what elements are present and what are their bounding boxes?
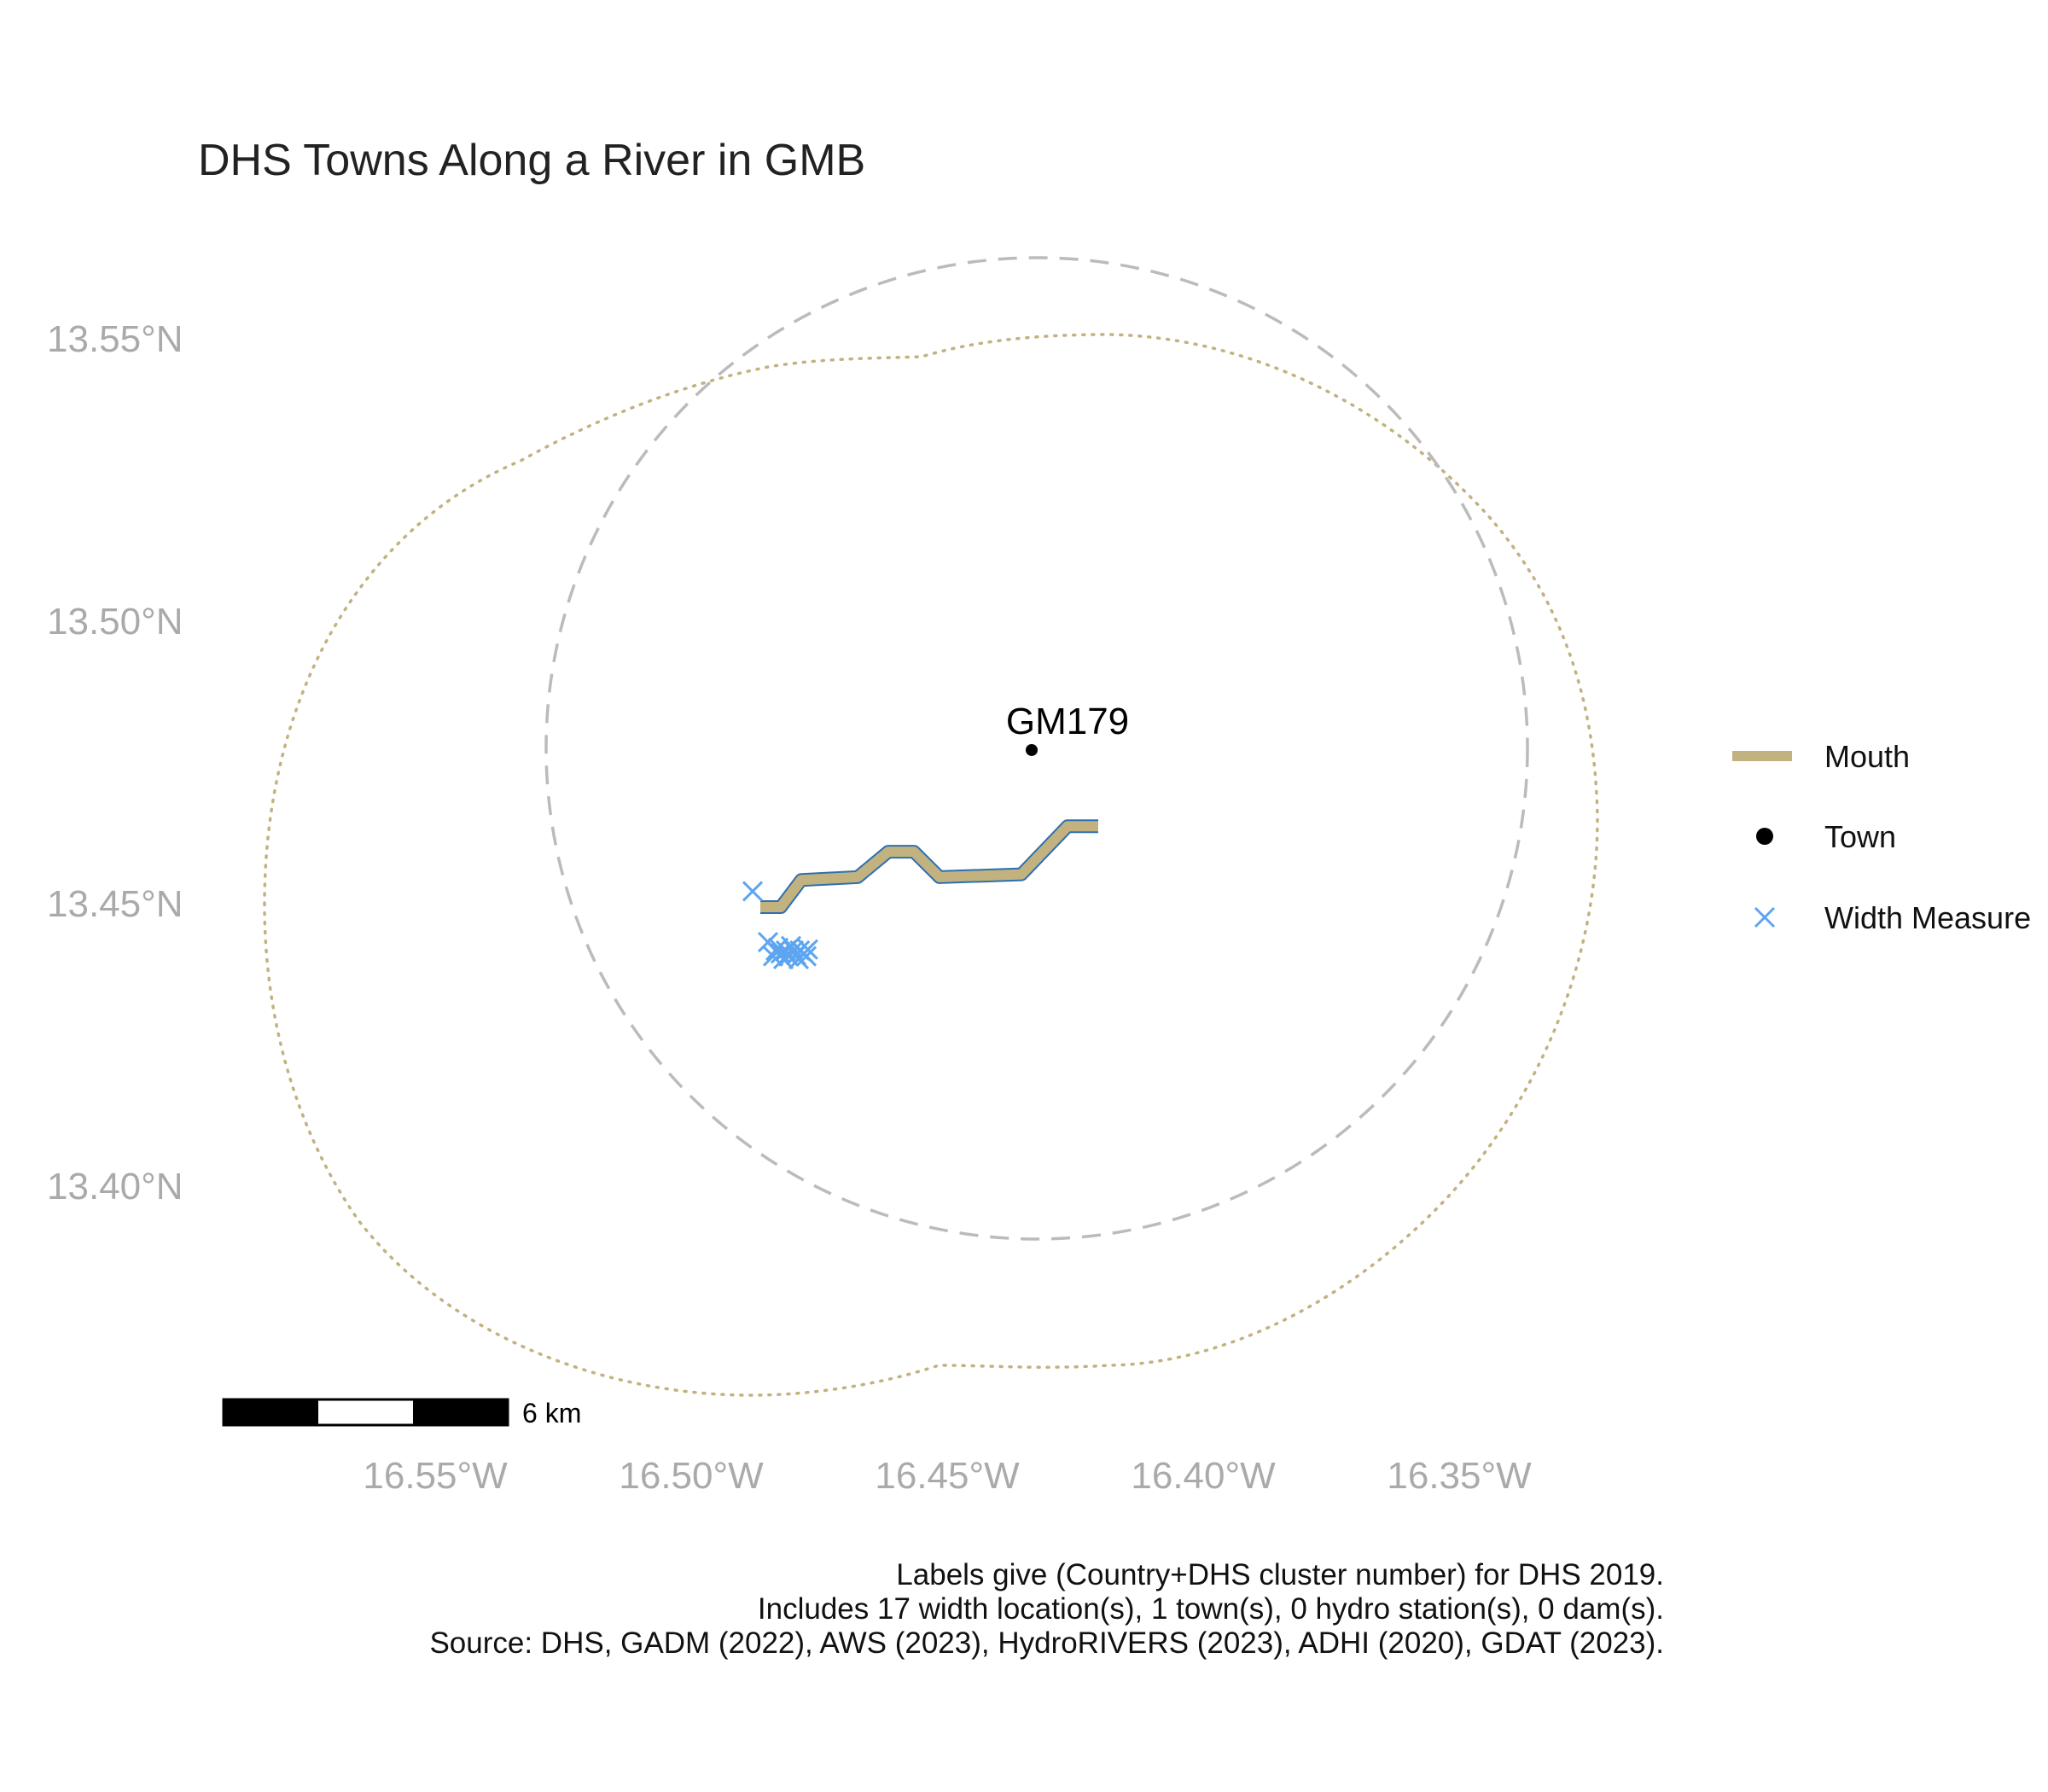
caption-line: Labels give (Country+DHS cluster number)… xyxy=(896,1558,1664,1591)
inner-buffer-dashed xyxy=(544,256,1529,1241)
width-measure-marker xyxy=(788,948,810,969)
scale-bar-label: 6 km xyxy=(522,1398,581,1428)
x-axis: 16.55°W 16.50°W 16.45°W 16.40°W 16.35°W xyxy=(363,1455,1532,1497)
y-tick-label: 13.50°N xyxy=(47,601,183,643)
y-tick-label: 13.40°N xyxy=(47,1166,183,1207)
legend-label-width-measure: Width Measure xyxy=(1824,900,2031,935)
width-measure-marker xyxy=(795,945,817,967)
y-tick-label: 13.45°N xyxy=(47,883,183,925)
scale-bar-segment xyxy=(224,1399,318,1425)
town-layer: GM179 xyxy=(1006,701,1129,756)
legend-key-town xyxy=(1756,828,1773,845)
width-measure-marker xyxy=(780,935,802,957)
outer-buffer-dotted xyxy=(263,333,1599,1397)
x-tick-label: 16.50°W xyxy=(619,1455,764,1497)
width-measure-marker xyxy=(742,881,764,902)
town-label: GM179 xyxy=(1006,701,1129,742)
x-tick-label: 16.45°W xyxy=(875,1455,1020,1497)
legend-label-mouth: Mouth xyxy=(1824,739,1910,774)
x-tick-label: 16.35°W xyxy=(1387,1455,1532,1497)
y-tick-label: 13.55°N xyxy=(47,318,183,360)
river-mouth-line xyxy=(760,821,1098,912)
width-measure-marker xyxy=(772,948,794,969)
scale-bar: 6 km xyxy=(222,1398,581,1428)
river-layer xyxy=(760,819,1098,914)
legend-label-town: Town xyxy=(1824,819,1896,854)
caption: Labels give (Country+DHS cluster number)… xyxy=(429,1558,1664,1660)
width-measures-layer xyxy=(742,881,818,969)
town-point xyxy=(1026,743,1038,756)
scale-bar-segment xyxy=(413,1399,508,1425)
caption-line: Includes 17 width location(s), 1 town(s)… xyxy=(758,1592,1664,1626)
map-title: DHS Towns Along a River in GMB xyxy=(198,136,865,185)
y-axis: 13.55°N 13.50°N 13.45°N 13.40°N xyxy=(47,318,183,1207)
x-tick-label: 16.55°W xyxy=(363,1455,508,1497)
legend: Mouth Town Width Measure xyxy=(1732,739,2031,935)
x-tick-label: 16.40°W xyxy=(1131,1455,1276,1497)
caption-line: Source: DHS, GADM (2022), AWS (2023), Hy… xyxy=(429,1626,1664,1660)
legend-key-width-measure xyxy=(1754,906,1776,928)
